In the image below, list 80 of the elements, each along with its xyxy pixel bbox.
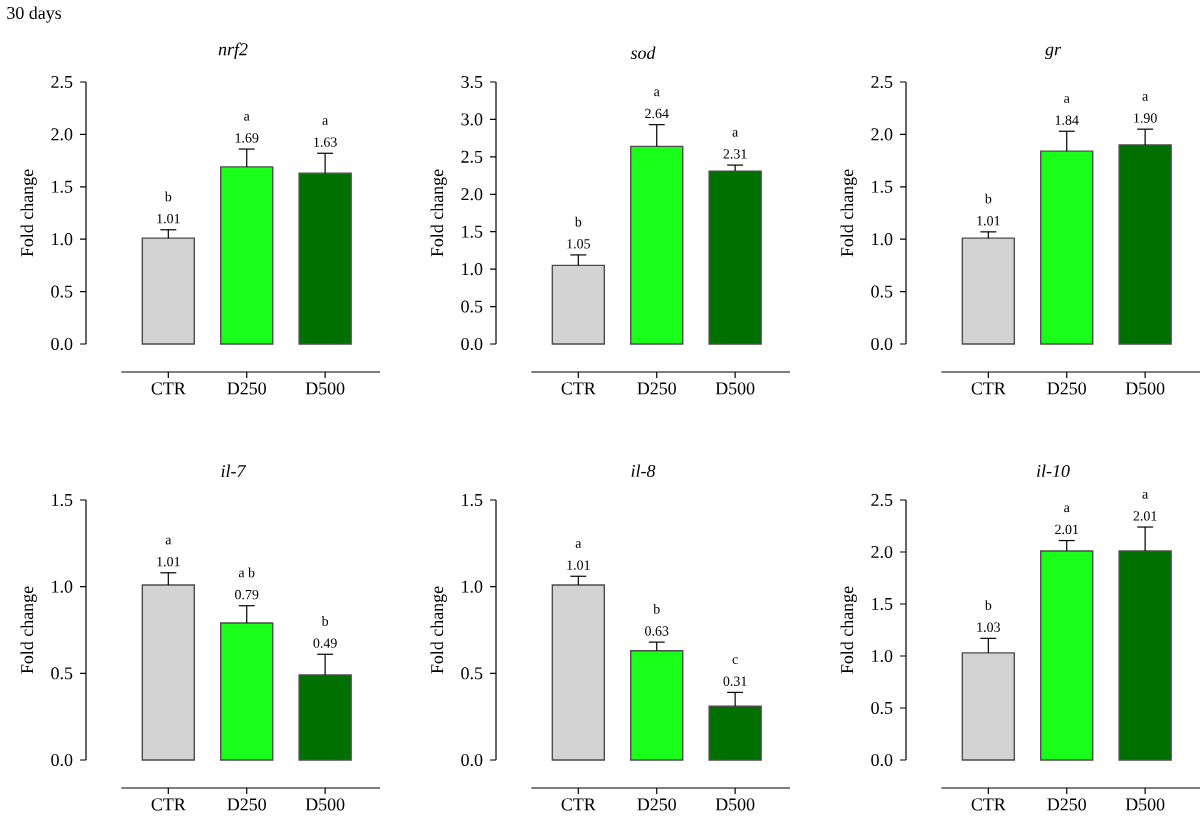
y-tick-label: 1.0 xyxy=(462,263,483,276)
bar xyxy=(298,172,352,345)
y-tick-label: 0.0 xyxy=(871,337,893,351)
x-tick-label: D250 xyxy=(637,382,676,395)
y-tick-label: 0.5 xyxy=(871,285,893,298)
x-tick-label: CTR xyxy=(151,382,186,395)
y-axis-title: Fold change xyxy=(20,586,37,674)
x-tick-label: CTR xyxy=(561,798,596,811)
bar xyxy=(630,145,684,345)
y-tick-label: 1.5 xyxy=(52,493,73,507)
x-tick-label: D250 xyxy=(227,798,266,811)
y-tick-label: 1.0 xyxy=(872,649,893,663)
chart-title: gr xyxy=(1045,46,1062,60)
y-tick-label: 3.5 xyxy=(461,75,483,89)
bar xyxy=(1040,150,1094,345)
y-tick-label: 2.5 xyxy=(51,75,73,89)
bar xyxy=(1118,144,1172,345)
y-tick-label: 1.5 xyxy=(872,180,893,193)
y-tick-label: 3.0 xyxy=(461,113,483,126)
bar xyxy=(141,237,196,345)
y-tick-label: 1.0 xyxy=(52,580,73,593)
x-tick-label: D500 xyxy=(715,798,755,811)
chart-title: il-8 xyxy=(631,464,656,478)
x-tick-label: D500 xyxy=(305,798,345,811)
y-tick-label: 1.0 xyxy=(462,580,483,593)
y-tick-label: 0.0 xyxy=(461,753,483,767)
x-tick-label: D500 xyxy=(715,382,755,395)
bar xyxy=(298,674,352,761)
x-tick-label: D250 xyxy=(1047,382,1086,395)
text: 30 days xyxy=(7,6,62,23)
y-tick-label: 2.0 xyxy=(51,128,73,141)
chart-title: nrf2 xyxy=(218,42,248,60)
y-axis-title: Fold change xyxy=(20,169,37,257)
x-tick-label: D250 xyxy=(227,382,266,395)
y-tick-label: 2.5 xyxy=(871,75,893,89)
y-tick-label: 0.0 xyxy=(871,753,893,767)
y-tick-label: 2.5 xyxy=(461,150,483,163)
y-tick-label: 2.5 xyxy=(871,493,893,507)
x-tick-label: CTR xyxy=(151,798,186,811)
x-tick-label: D250 xyxy=(637,798,676,811)
y-tick-label: 2.0 xyxy=(871,128,893,141)
y-tick-label: 2.0 xyxy=(871,545,893,559)
y-tick-label: 0.5 xyxy=(51,285,73,298)
chart-title: sod xyxy=(630,46,656,60)
y-axis-title: Fold change xyxy=(840,586,857,674)
x-tick-label: D500 xyxy=(305,382,345,395)
x-tick-label: CTR xyxy=(561,382,596,395)
bar xyxy=(630,650,684,761)
x-tick-label: CTR xyxy=(971,798,1006,811)
y-tick-label: 0.5 xyxy=(461,667,483,680)
bar xyxy=(220,166,274,345)
x-tick-label: D500 xyxy=(1125,382,1165,395)
y-axis-title: Fold change xyxy=(430,586,447,674)
y-tick-label: 0.0 xyxy=(51,337,73,351)
y-tick-label: 1.5 xyxy=(52,180,73,193)
chart-title: il-7 xyxy=(221,464,247,478)
y-tick-label: 0.5 xyxy=(871,701,893,715)
y-tick-label: 1.5 xyxy=(872,597,893,611)
y-axis-title: Fold change xyxy=(840,169,857,257)
bar xyxy=(551,584,606,761)
bar xyxy=(708,705,762,761)
bar xyxy=(961,237,1016,345)
y-tick-label: 1.5 xyxy=(462,493,483,507)
y-axis-title: Fold change xyxy=(430,169,447,257)
y-tick-label: 0.5 xyxy=(51,667,73,680)
x-tick-label: D250 xyxy=(1047,798,1086,811)
bar xyxy=(220,622,274,761)
y-tick-label: 1.5 xyxy=(462,225,483,238)
chart-title: il-10 xyxy=(1037,464,1070,478)
y-tick-label: 1.0 xyxy=(872,233,893,246)
y-tick-label: 0.0 xyxy=(461,337,483,351)
x-tick-label: CTR xyxy=(971,382,1006,395)
x-tick-label: D500 xyxy=(1125,798,1165,811)
bar xyxy=(141,584,196,761)
y-tick-label: 2.0 xyxy=(461,188,483,201)
bar xyxy=(551,264,606,345)
y-tick-label: 0.5 xyxy=(461,300,483,313)
y-tick-label: 0.0 xyxy=(51,753,73,767)
bar xyxy=(708,170,762,345)
y-tick-label: 1.0 xyxy=(52,233,73,246)
